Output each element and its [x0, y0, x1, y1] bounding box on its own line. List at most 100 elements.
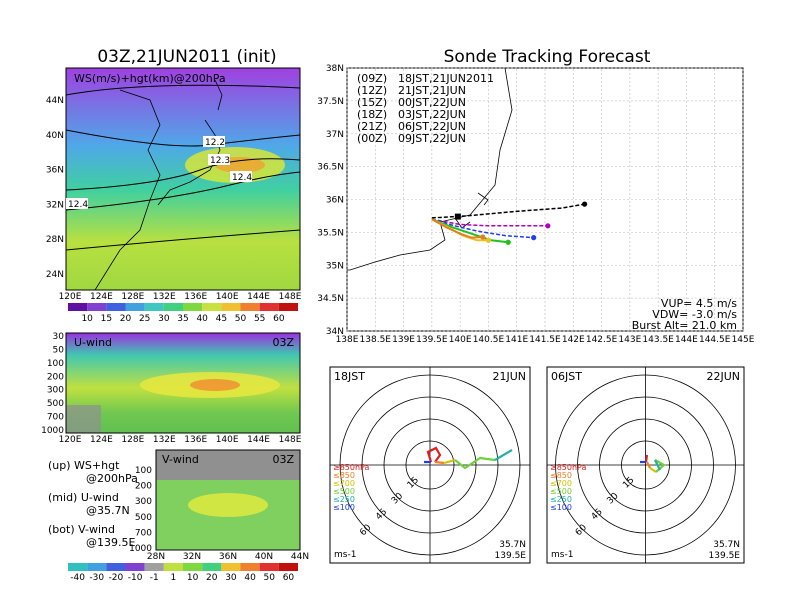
legend-z: (12Z): [357, 84, 387, 97]
map-y-tick: 28N: [46, 235, 64, 245]
colorbar-swatch: [144, 303, 164, 311]
trajectory-endpoint: [545, 223, 551, 229]
hodo-trace: [443, 458, 456, 465]
left-title: 03Z,21JUN2011 (init): [97, 47, 276, 67]
legend-jst: 00JST,22JUN: [398, 96, 466, 109]
hodo-level: ≤500: [550, 487, 572, 496]
legend-z: (09Z): [357, 72, 387, 85]
u-y-tick: 30: [53, 332, 65, 342]
v-y-tick: 200: [135, 482, 152, 492]
colorbar-tick: 35: [177, 314, 188, 324]
colorbar-swatch: [106, 303, 126, 311]
u-x-tick: 132E: [153, 435, 176, 445]
colorbar-swatch: [183, 303, 203, 311]
colorbar-swatch: [163, 563, 183, 571]
contour-label: 12.4: [232, 173, 252, 183]
hodo-trace: [654, 459, 661, 471]
hodo-date: 21JUN: [492, 370, 526, 383]
colorbar-tick: -40: [70, 573, 85, 583]
traj-x-tick: 144.5E: [699, 335, 731, 345]
colorbar-tick: 40: [244, 573, 256, 583]
hodo-trace: [454, 456, 496, 470]
hodo-trace: [494, 449, 513, 461]
traj-x-tick: 145E: [732, 335, 755, 345]
traj-x-tick: 142.5E: [586, 335, 618, 345]
legend-z: (15Z): [357, 96, 387, 109]
colorbar-swatch: [278, 303, 298, 311]
u-x-tick: 128E: [121, 435, 144, 445]
colorbar-swatch: [183, 563, 203, 571]
contour-line: [65, 171, 301, 211]
trajectory-line: [431, 218, 483, 239]
traj-y-tick: 36.5N: [317, 163, 344, 173]
map-x-tick: 136E: [184, 292, 207, 302]
traj-x-tick: 140.5E: [473, 335, 505, 345]
v-wind-panel: V-wind 03Z 28N 32N 36N 40N 44N 100 200 300 500 7…: [68, 449, 309, 583]
traj-y-tick: 34.5N: [317, 294, 344, 304]
trajectory-line: [431, 203, 585, 219]
u-label: U-wind: [74, 336, 112, 349]
colorbar-tick: 10: [187, 573, 199, 583]
colorbar-swatch: [221, 303, 241, 311]
u-y-tick: 1000: [41, 426, 64, 436]
traj-x-tick: 141E: [505, 335, 528, 345]
map-y-tick: 36N: [46, 166, 64, 176]
colorbar-tick: 25: [139, 314, 150, 324]
colorbar-tick: 1: [171, 573, 177, 583]
trajectory-endpoint: [485, 237, 492, 243]
v-x-tick: 44N: [291, 552, 309, 562]
colorbar-tick: 20: [120, 314, 132, 324]
traj-info: Burst Alt= 21.0 km: [632, 319, 737, 332]
colorbar-swatch: [202, 303, 222, 311]
note-line: @200hPa: [86, 472, 138, 485]
hodo-trace: [646, 461, 651, 469]
u-y-tick: 200: [47, 372, 64, 382]
legend-z: (18Z): [357, 108, 387, 121]
colorbar-tick: 50: [235, 314, 247, 324]
colorbar-swatch: [278, 563, 298, 571]
traj-y-tick: 38N: [326, 64, 344, 74]
v-x-tick: 40N: [255, 552, 273, 562]
contour-line: [65, 84, 301, 96]
u-wind-panel: U-wind 03Z 120E 124E 128E 132E 136E 140E 144E 1…: [41, 332, 302, 445]
colorbar-swatch: [221, 563, 241, 571]
colorbar-swatch: [125, 563, 145, 571]
colorbar-swatch: [259, 563, 279, 571]
u-y-tick: 50: [53, 345, 65, 355]
hodo-level: ≤100: [550, 503, 572, 512]
colorbar-tick: 30: [158, 314, 170, 324]
legend-jst: 09JST,22JUN: [398, 132, 466, 145]
traj-x-tick: 141.5E: [529, 335, 561, 345]
legend-z: (21Z): [357, 120, 387, 133]
panel-notes: (up) WS+hgt@200hPa (mid) U-wind@35.7N (bot…: [48, 459, 138, 549]
hodo-trace: [649, 467, 657, 473]
legend-jst: 18JST,21JUN2011: [398, 72, 494, 85]
colorbar-tick: 55: [254, 314, 265, 324]
colorbar-tick: 40: [196, 314, 208, 324]
coastline-japan: [157, 119, 221, 206]
legend-jst: 03JST,22JUN: [398, 108, 466, 121]
traj-y-tick: 37N: [326, 130, 344, 140]
u-x-tick: 120E: [59, 435, 82, 445]
trajectory-panel: (09Z) 18JST,21JUN2011 (12Z) 21JST,21JUN (15Z…: [317, 64, 755, 345]
colorbar-tick: -30: [89, 573, 104, 583]
u-y-tick: 700: [47, 413, 64, 423]
colorbar-tick: 15: [101, 314, 112, 324]
v-x-tick: 36N: [219, 552, 237, 562]
u-x-tick: 144E: [247, 435, 270, 445]
v-y-tick: 100: [135, 466, 152, 476]
contour-label-box: [66, 198, 88, 209]
colorbar-tick: 30: [225, 573, 237, 583]
ws-map-panel: 12.212.312.412.4 WS(m/s)+hgt(km)@200hPa …: [46, 67, 302, 324]
colorbar-swatch: [68, 563, 88, 571]
legend-z: (00Z): [357, 132, 387, 145]
trajectory-line: [431, 218, 534, 239]
colorbar-swatch: [87, 563, 107, 571]
traj-x-tick: 139E: [392, 335, 415, 345]
traj-y-tick: 36N: [326, 196, 344, 206]
v-y-tick: 300: [135, 497, 152, 507]
colorbar-tick: -1: [150, 573, 159, 583]
map-field-title: WS(m/s)+hgt(km)@200hPa: [74, 72, 226, 85]
v-y-tick: 500: [135, 513, 152, 523]
